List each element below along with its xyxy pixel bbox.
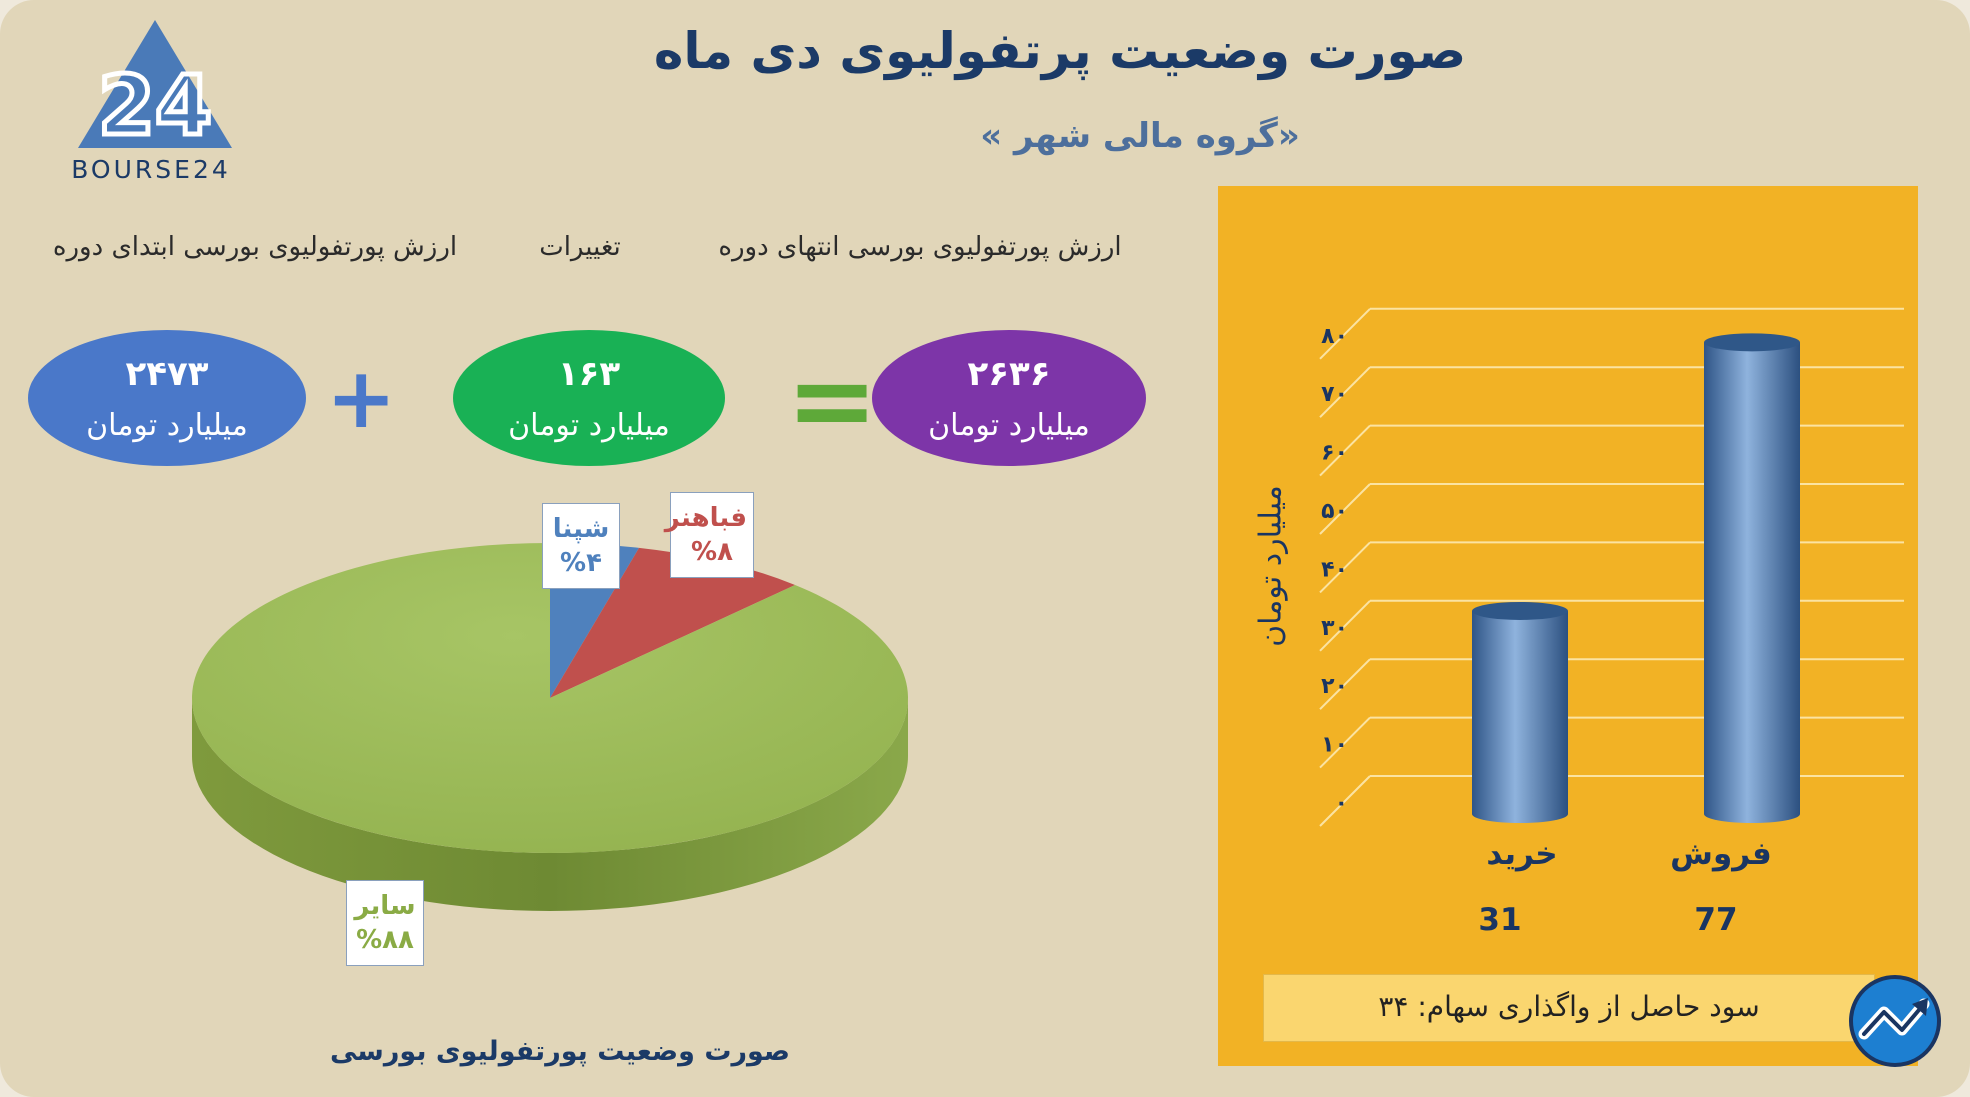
y-tick-label: ۱۰ — [1321, 733, 1348, 758]
y-axis-title: میلیارد تومان — [1253, 485, 1289, 647]
profit-note: سود حاصل از واگذاری سهام: ۳۴ — [1263, 974, 1875, 1042]
y-axis-title-wrap: میلیارد تومان — [1216, 485, 1326, 647]
y-tick-label: ۸۰ — [1321, 324, 1348, 349]
end-value: ۲۶۳۶ — [967, 353, 1051, 394]
bar-1 — [1704, 342, 1800, 823]
portfolio-pie-chart — [192, 543, 909, 911]
bar-category-buy: خرید — [1486, 836, 1558, 872]
start-value: ۲۴۷۳ — [125, 353, 209, 394]
logo-text: BOURSE24 — [71, 155, 231, 184]
end-value-header: ارزش پورتفولیوی بورسی انتهای دوره — [718, 232, 1122, 262]
logo-triangle — [78, 20, 232, 148]
y-tick-label: ۳۰ — [1321, 616, 1348, 641]
bar-cap-1 — [1704, 333, 1800, 352]
pie-label-shepna-value: %۴ — [560, 548, 602, 578]
pie-side-wall — [192, 698, 908, 911]
change-value: ۱۶۳ — [557, 353, 621, 394]
bourse24-logo: 24 BOURSE24 — [71, 20, 232, 184]
gridline-slant — [1319, 716, 1371, 769]
pie-label-other-name: سایر — [354, 891, 416, 921]
bar-0 — [1472, 610, 1568, 823]
bar-cap-0 — [1472, 601, 1568, 620]
start-value-ellipse: ۲۴۷۳ میلیارد تومان — [28, 330, 306, 466]
change-unit: میلیارد تومان — [508, 407, 670, 443]
pie-label-shepna: شپنا %۴ — [542, 503, 620, 589]
y-tick-label: ۵۰ — [1321, 499, 1348, 524]
gridline-slant — [1319, 308, 1371, 360]
page-title: صورت وضعیت پرتفولیوی دی ماه — [653, 22, 1467, 80]
change-ellipse: ۱۶۳ میلیارد تومان — [453, 330, 725, 466]
gridline-slant — [1319, 541, 1371, 594]
start-value-header: ارزش پورتفولیوی بورسی ابتدای دوره — [52, 232, 458, 262]
plus-sign: + — [326, 349, 397, 447]
gridline-slant — [1319, 600, 1371, 652]
pie-label-fabahonar: فباهنر %۸ — [664, 492, 754, 578]
gridline-slant — [1319, 483, 1371, 535]
y-tick-label: ۷۰ — [1321, 382, 1348, 407]
gridline-slant — [1319, 658, 1371, 710]
pie-label-other-value: %۸۸ — [356, 925, 414, 955]
start-value-unit: میلیارد تومان — [86, 407, 248, 443]
pie-slice-1 — [550, 547, 796, 698]
bar-value-sell: 77 — [1694, 902, 1738, 938]
pie-label-fabahonar-name: فباهنر — [664, 503, 747, 533]
page-subtitle: «گروه مالی شهر » — [980, 116, 1300, 156]
bar-category-sell: فروش — [1670, 836, 1772, 872]
trade-bar-chart: ۰ ۱۰ ۲۰ ۳۰ ۴۰ ۵۰ ۶۰ ۷۰ ۸۰ — [1319, 307, 1904, 827]
pie-label-shepna-name: شپنا — [552, 514, 610, 544]
y-tick-label: ۲۰ — [1321, 674, 1348, 699]
y-tick-label: ۴۰ — [1321, 557, 1348, 582]
bar-value-buy: 31 — [1478, 902, 1522, 938]
end-value-unit: میلیارد تومان — [928, 407, 1090, 443]
gridline-slant — [1319, 424, 1371, 477]
gridline-slant — [1319, 775, 1371, 827]
gridline-slant — [1319, 366, 1371, 418]
y-tick-label: ۶۰ — [1321, 441, 1348, 466]
change-header: تغییرات — [539, 232, 621, 262]
logo-mark: 24 — [98, 59, 212, 154]
pie-caption: صورت وضعیت پورتفولیوی بورسی — [329, 1036, 791, 1067]
equals-sign: = — [786, 336, 879, 464]
y-tick-label: ۰ — [1335, 791, 1348, 816]
end-value-ellipse: ۲۶۳۶ میلیارد تومان — [872, 330, 1146, 466]
trend-badge-icon — [1849, 975, 1941, 1067]
pie-slice-2 — [192, 543, 909, 853]
pie-label-other: سایر %۸۸ — [346, 880, 424, 966]
pie-label-fabahonar-value: %۸ — [691, 537, 733, 567]
